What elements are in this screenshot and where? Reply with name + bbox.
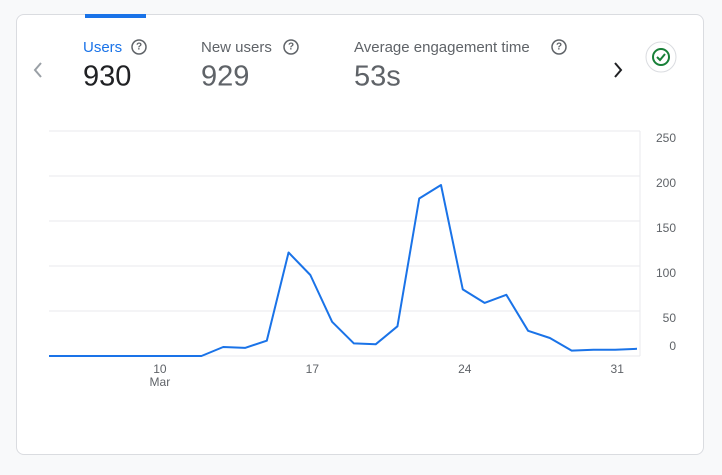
x-tick-label: 31 (611, 362, 625, 376)
metric-label[interactable]: New users (201, 39, 272, 56)
svg-text:?: ? (136, 42, 142, 53)
line (49, 184, 638, 357)
active-tab-indicator (85, 14, 146, 18)
metric-value: 53s (354, 61, 401, 93)
x-tick-label: 10 (153, 362, 167, 376)
help-icons (131, 39, 567, 55)
metric-value: 929 (201, 61, 249, 93)
svg-text:?: ? (556, 42, 562, 53)
metric-value: 930 (83, 61, 131, 93)
y-tick-label: 150 (656, 221, 676, 235)
x-tick-label: 17 (306, 362, 320, 376)
x-tick-sublabel: Mar (150, 375, 171, 389)
y-tick-label: 0 (669, 339, 676, 353)
help-marks: ??? (136, 42, 562, 53)
metric-label[interactable]: Users (83, 39, 122, 56)
y-tick-label: 200 (656, 176, 676, 190)
metric-label[interactable]: Average engagement time (354, 39, 530, 56)
prev-arrow[interactable] (33, 62, 42, 78)
next-arrow[interactable] (614, 62, 623, 78)
card (16, 14, 704, 455)
svg-text:?: ? (288, 42, 294, 53)
y-tick-label: 50 (663, 311, 677, 325)
x-tick-label: 24 (458, 362, 472, 376)
check-icon[interactable] (645, 41, 677, 73)
y-tick-label: 250 (656, 131, 676, 145)
y-tick-label: 100 (656, 266, 676, 280)
